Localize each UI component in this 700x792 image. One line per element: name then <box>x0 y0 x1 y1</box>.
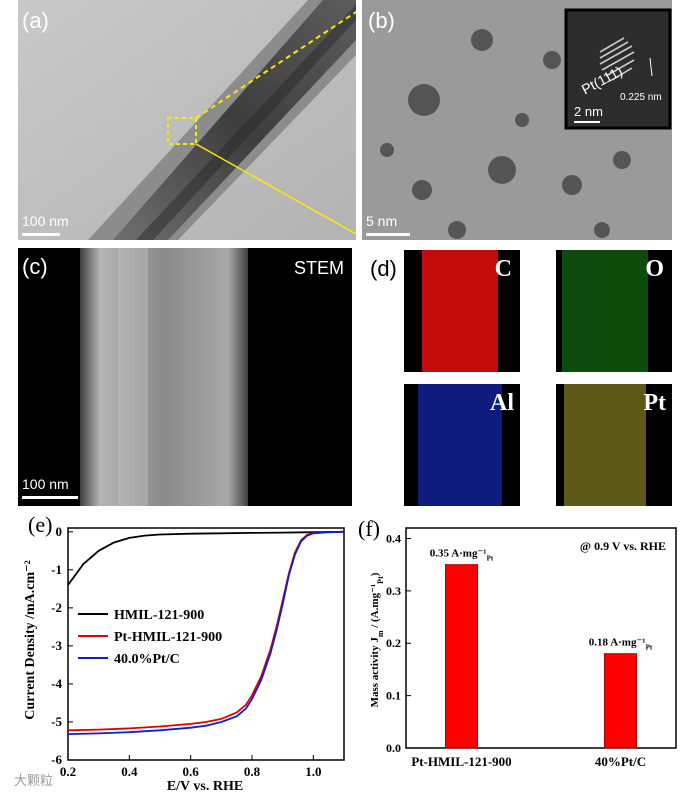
scale-bar-b-label: 5 nm <box>366 213 398 229</box>
panel-a-tem-image: (a) 100 nm <box>18 0 356 240</box>
panel-c-stem-image: (c) STEM 100 nm <box>18 248 352 506</box>
panel-label-a: (a) <box>22 8 49 33</box>
plot-frame-f <box>405 527 677 749</box>
mass-activity-chart: (f) 0.0 0.1 0.2 0.3 0.4 @ 0.9 V vs. RHE 0.35 A… <box>358 516 677 769</box>
lsv-chart: (e) 0.2 0.4 0.6 0.8 1.0 0 -1 -2 -3 -4 -5 -6 HMIL-121… <box>23 512 345 792</box>
element-label-o: O <box>645 256 664 282</box>
scale-bar-inset <box>574 121 600 123</box>
y-tick-label-f: 0.2 <box>386 636 401 650</box>
eds-map-c: C <box>404 250 520 372</box>
annotation-f: @ 0.9 V vs. RHE <box>580 539 666 553</box>
panel-label-e: (e) <box>28 512 52 537</box>
bar-value-label-1: 0.35 A·mg⁻¹Pt <box>430 548 494 563</box>
y-tick-label-f: 0.0 <box>386 741 401 755</box>
legend-label-1: HMIL-121-900 <box>114 608 204 623</box>
zoom-box <box>167 117 197 145</box>
stem-image-c <box>18 248 352 506</box>
x-tick-label-e: 1.0 <box>305 764 321 779</box>
element-label-pt: Pt <box>643 390 666 416</box>
y-tick-label-e: -4 <box>51 676 62 691</box>
y-tick-label-e: -2 <box>51 600 62 615</box>
category-label-2: 40%Pt/C <box>595 754 646 769</box>
y-tick-label-e: -3 <box>51 638 62 653</box>
y-tick-label-f: 0.3 <box>386 584 401 598</box>
eds-map-o: O <box>556 250 672 372</box>
panel-label-f: (f) <box>358 516 380 541</box>
watermark: 大颗粒 <box>14 774 54 789</box>
series-line-3 <box>67 530 345 735</box>
plot-frame-e <box>67 527 345 761</box>
x-tick-label-e: 0.6 <box>183 764 200 779</box>
scale-bar-inset-label: 2 nm <box>574 104 603 119</box>
scale-bar-c-label: 100 nm <box>22 476 69 492</box>
eds-map-pt: Pt <box>556 384 672 506</box>
y-tick-label-e: -6 <box>51 752 62 767</box>
y-axis-label-e: Current Density /mA.cm⁻² <box>23 560 38 719</box>
scale-bar-c <box>22 496 78 499</box>
stem-label: STEM <box>293 258 344 278</box>
y-tick-label-f: 0.1 <box>386 689 401 703</box>
y-axis-label-f: Mass activity Jm / (A.mg⁻¹Pt) <box>369 572 385 707</box>
x-axis-label-e: E/V vs. RHE <box>167 779 243 792</box>
series-line-1 <box>67 530 345 586</box>
element-label-al: Al <box>490 390 514 416</box>
y-tick-label-e: -1 <box>51 562 62 577</box>
panel-label-c: (c) <box>22 254 48 279</box>
category-label-1: Pt-HMIL-121-900 <box>411 754 511 769</box>
x-tick-label-e: 0.8 <box>244 764 261 779</box>
x-tick-label-e: 0.2 <box>60 764 76 779</box>
lattice-spacing-label: 0.225 nm <box>620 92 662 103</box>
eds-map-al: Al <box>404 384 520 506</box>
element-label-c: C <box>494 256 512 282</box>
scale-bar-b <box>366 233 410 236</box>
hrtem-image-b <box>362 0 672 240</box>
scale-bar-a <box>22 233 60 236</box>
panel-b-hrtem-image: (b) Pt(111) 0.225 nm 2 nm 5 nm <box>362 0 672 240</box>
y-tick-label-e: -5 <box>51 714 62 729</box>
bar-2 <box>604 653 637 749</box>
y-tick-label-f: 0.4 <box>386 531 401 545</box>
tem-image-a <box>18 0 356 240</box>
panel-label-d: (d) <box>370 256 397 281</box>
bar-1 <box>445 564 478 749</box>
panel-label-b: (b) <box>368 8 395 33</box>
bar-value-label-2: 0.18 A·mg⁻¹Pt <box>589 637 653 652</box>
scale-bar-a-label: 100 nm <box>22 213 69 229</box>
legend-label-2: Pt-HMIL-121-900 <box>114 630 222 645</box>
y-tick-label-e: 0 <box>56 524 63 539</box>
legend-label-3: 40.0%Pt/C <box>114 652 180 667</box>
x-tick-label-e: 0.4 <box>121 764 138 779</box>
